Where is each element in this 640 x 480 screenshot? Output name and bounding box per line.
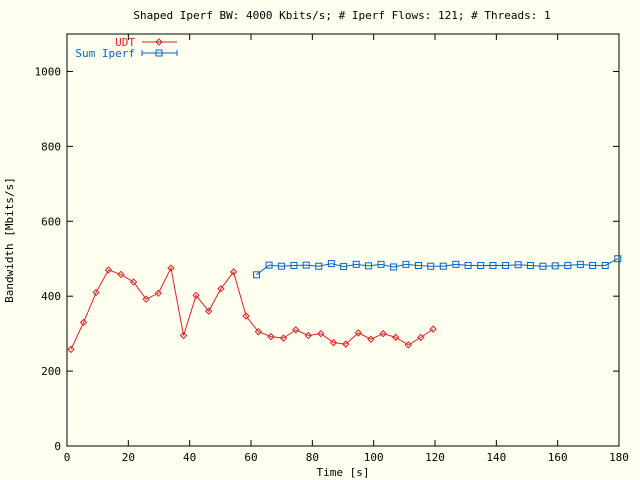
data-point [179, 331, 188, 340]
data-point [302, 261, 310, 269]
data-point [340, 263, 348, 271]
data-point [154, 289, 163, 297]
data-point [614, 255, 622, 263]
data-point [67, 345, 75, 354]
y-tick-label: 800 [41, 140, 61, 153]
legend-marker [155, 38, 163, 46]
x-tick-label: 40 [183, 451, 196, 464]
data-point [464, 261, 472, 269]
data-point [477, 261, 485, 269]
data-point [129, 278, 138, 286]
x-tick-label: 80 [306, 451, 319, 464]
series-line [256, 258, 619, 276]
data-point [452, 260, 460, 268]
data-point [242, 312, 250, 320]
x-tick-label: 140 [486, 451, 506, 464]
data-point [439, 262, 447, 270]
data-point [402, 260, 410, 268]
data-point [539, 262, 547, 270]
x-tick-label: 100 [364, 451, 384, 464]
data-point [427, 262, 435, 270]
data-point [377, 260, 385, 268]
plot-frame [66, 33, 620, 447]
data-point [564, 261, 572, 269]
series-sum-iperf [253, 255, 622, 279]
data-point [327, 260, 335, 268]
data-point [92, 288, 100, 297]
data-point [204, 307, 213, 315]
data-point [502, 261, 510, 269]
data-point [229, 268, 238, 276]
y-tick-label: 600 [41, 215, 61, 228]
data-point [253, 271, 261, 279]
data-point [290, 261, 298, 269]
x-tick-label: 180 [609, 451, 629, 464]
data-point [304, 331, 313, 340]
data-point [315, 262, 323, 270]
y-axis-label: Bandwidth [Mbits/s] [3, 177, 16, 303]
data-point [167, 264, 175, 272]
data-point [104, 266, 113, 274]
data-point [576, 260, 584, 268]
x-tick-label: 0 [64, 451, 71, 464]
data-point [417, 333, 425, 342]
data-point [277, 262, 285, 270]
data-point [352, 260, 360, 268]
y-tick-label: 0 [54, 440, 61, 453]
y-tick-label: 400 [41, 290, 61, 303]
data-point [342, 340, 350, 348]
data-point [514, 261, 522, 269]
data-point [379, 329, 387, 338]
data-point [329, 338, 338, 347]
legend-label: Sum Iperf [75, 47, 135, 60]
data-point [526, 261, 534, 269]
x-tick-label: 20 [122, 451, 135, 464]
data-point [392, 333, 400, 342]
legend-marker [155, 49, 163, 57]
x-axis-label: Time [s] [317, 466, 370, 479]
data-point [390, 263, 398, 271]
data-point [265, 261, 273, 269]
series-line [70, 266, 434, 350]
data-point [414, 261, 422, 269]
data-point [601, 261, 609, 269]
data-point [142, 295, 150, 303]
data-point [279, 334, 288, 342]
chart-title: Shaped Iperf BW: 4000 Kbits/s; # Iperf F… [133, 9, 550, 22]
data-point [367, 335, 375, 343]
data-point [267, 332, 275, 341]
x-tick-label: 160 [548, 451, 568, 464]
data-point [79, 318, 88, 327]
data-point [589, 261, 597, 269]
x-tick-label: 120 [425, 451, 445, 464]
data-point [551, 262, 559, 270]
y-tick-label: 200 [41, 365, 61, 378]
data-point [117, 270, 125, 279]
data-point [217, 284, 225, 293]
legend-entry: Sum Iperf [75, 47, 178, 60]
data-point [317, 329, 325, 338]
data-point [354, 329, 363, 337]
x-tick-label: 60 [244, 451, 257, 464]
legend-label: UDT [115, 36, 135, 49]
data-point [254, 328, 263, 336]
y-tick-label: 1000 [35, 65, 62, 78]
series-udt [67, 264, 437, 354]
data-point [192, 291, 200, 300]
data-point [292, 326, 300, 334]
data-point [364, 262, 372, 270]
data-point [404, 341, 413, 349]
legend-entry: UDT [115, 36, 177, 49]
data-point [489, 261, 497, 269]
data-point [429, 325, 437, 333]
